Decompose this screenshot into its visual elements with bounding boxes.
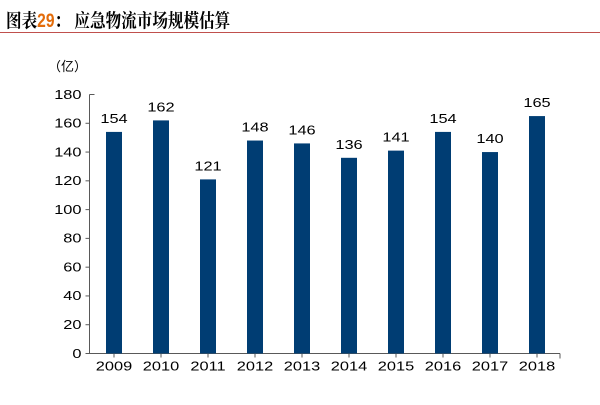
svg-text:162: 162 bbox=[147, 101, 174, 115]
svg-text:141: 141 bbox=[382, 131, 409, 145]
svg-text:2018: 2018 bbox=[519, 360, 555, 374]
svg-text:100: 100 bbox=[54, 203, 81, 217]
svg-text:160: 160 bbox=[54, 117, 81, 131]
svg-text:2010: 2010 bbox=[143, 360, 179, 374]
svg-text:146: 146 bbox=[288, 124, 315, 138]
svg-text:20: 20 bbox=[63, 318, 81, 332]
svg-text:2013: 2013 bbox=[284, 360, 320, 374]
svg-text:2015: 2015 bbox=[378, 360, 414, 374]
svg-text:121: 121 bbox=[194, 160, 221, 174]
svg-text:165: 165 bbox=[523, 97, 550, 111]
svg-text:2017: 2017 bbox=[472, 360, 508, 374]
svg-text:154: 154 bbox=[429, 112, 456, 126]
svg-text:154: 154 bbox=[100, 112, 127, 126]
svg-text:136: 136 bbox=[335, 138, 362, 152]
svg-text:60: 60 bbox=[63, 261, 81, 275]
svg-text:2011: 2011 bbox=[190, 360, 225, 374]
svg-text:120: 120 bbox=[54, 175, 81, 189]
svg-text:2016: 2016 bbox=[425, 360, 461, 374]
svg-text:0: 0 bbox=[72, 347, 81, 361]
svg-text:140: 140 bbox=[476, 133, 503, 147]
svg-text:80: 80 bbox=[63, 232, 81, 246]
svg-text:148: 148 bbox=[241, 121, 268, 135]
svg-text:（亿）: （亿） bbox=[48, 59, 87, 74]
svg-text:2012: 2012 bbox=[237, 360, 273, 374]
svg-text:40: 40 bbox=[63, 290, 81, 304]
svg-text:140: 140 bbox=[54, 146, 81, 160]
svg-text:2014: 2014 bbox=[331, 360, 367, 374]
svg-text:2009: 2009 bbox=[96, 360, 132, 374]
svg-text:180: 180 bbox=[54, 88, 81, 102]
